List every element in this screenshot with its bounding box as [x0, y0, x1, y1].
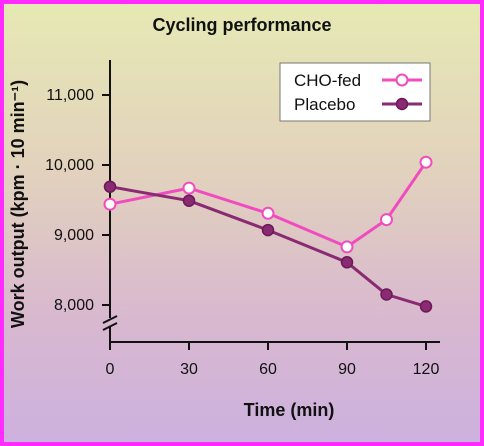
y-tick-group: 8,000 9,000 10,000 11,000: [45, 87, 110, 314]
data-point-placebo: [340, 256, 354, 269]
series-line-cho-fed: [109, 161, 428, 249]
data-point-cho-fed: [380, 213, 393, 227]
legend: CHO-fed Placebo: [279, 62, 431, 122]
series-line-placebo: [109, 185, 427, 308]
x-tick-label: 30: [180, 361, 198, 378]
x-tick-label: 60: [259, 361, 277, 378]
data-point-placebo: [380, 288, 393, 301]
data-point-cho-fed: [182, 181, 196, 195]
data-point-cho-fed: [419, 155, 433, 169]
data-point-cho-fed: [340, 240, 354, 254]
legend-marker-placebo: [395, 97, 409, 111]
y-tick-label: 8,000: [54, 297, 94, 314]
data-point-placebo: [261, 223, 275, 237]
y-tick-label: 11,000: [46, 87, 94, 104]
data-point-cho-fed: [261, 206, 275, 220]
chart-title: Cycling performance: [152, 15, 331, 35]
legend-box: [279, 62, 431, 122]
legend-label-cho-fed: CHO-fed: [294, 71, 361, 90]
x-tick-group: 0 30 60 90 120: [106, 342, 440, 378]
x-tick-label: 0: [106, 361, 115, 378]
legend-label-placebo: Placebo: [294, 95, 355, 114]
x-tick-label: 120: [413, 361, 440, 378]
y-tick-label: 9,000: [54, 227, 94, 244]
x-tick-label: 90: [338, 361, 356, 378]
data-point-cho-fed: [103, 197, 117, 211]
y-tick-label: 10,000: [45, 157, 94, 174]
y-axis-label: Work output (kpm · 10 min⁻¹): [8, 80, 28, 328]
data-point-placebo: [182, 194, 196, 207]
legend-marker-cho-fed: [395, 73, 409, 87]
series-group: [103, 155, 433, 313]
x-axis-label: Time (min): [244, 400, 335, 420]
data-point-placebo: [419, 300, 433, 313]
axis-break-marker: [102, 315, 118, 331]
data-point-placebo: [103, 180, 117, 193]
